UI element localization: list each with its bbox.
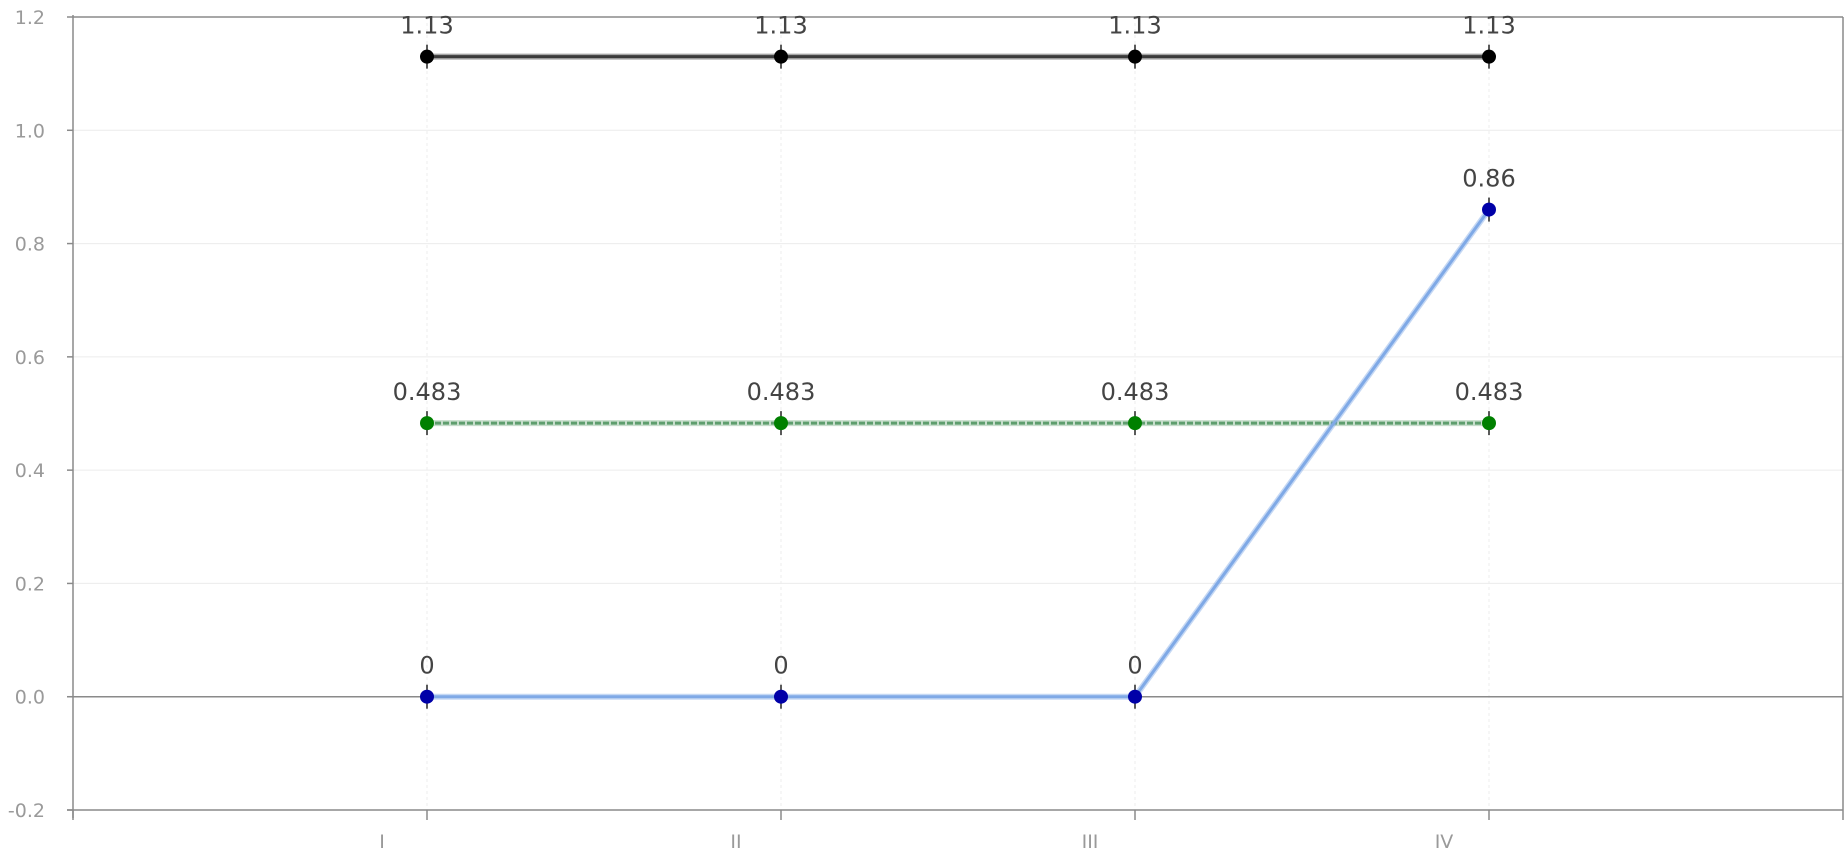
data-point [1482, 416, 1496, 431]
data-label: 0.86 [1462, 165, 1515, 193]
y-tick-label: 1.2 [15, 7, 45, 29]
data-point [1482, 49, 1496, 64]
series-line-glow [427, 207, 1492, 700]
data-point [420, 416, 434, 431]
data-point [1128, 689, 1142, 704]
data-label: 1.13 [1108, 12, 1161, 40]
x-tick-label: III [1082, 831, 1099, 853]
data-point [1128, 416, 1142, 431]
data-point [774, 49, 788, 64]
data-point [774, 416, 788, 431]
grid-layer [73, 16, 1843, 811]
data-point [1128, 49, 1142, 64]
x-tick-label: I [379, 831, 385, 853]
data-point [774, 689, 788, 704]
y-tick-label: 0.6 [15, 347, 45, 369]
data-label: 0 [1127, 652, 1142, 680]
y-tick-label: 0.0 [15, 687, 45, 709]
series-layer [420, 44, 1496, 709]
data-label: 0.483 [1101, 378, 1170, 406]
y-tick-label: 1.0 [15, 120, 45, 142]
data-label: 0.483 [393, 378, 462, 406]
y-tick-label: -0.2 [8, 800, 45, 822]
axis-layer: -0.20.00.20.40.60.81.01.2I II III IV [8, 7, 1844, 853]
data-label: 0.483 [1455, 378, 1524, 406]
series-2 [420, 197, 1496, 709]
x-tick-label: II [730, 831, 741, 853]
data-label: 1.13 [1462, 12, 1515, 40]
y-tick-label: 0.2 [15, 573, 45, 595]
series-line [427, 208, 1491, 699]
data-label: 0 [773, 652, 788, 680]
x-tick-label: IV [1435, 831, 1454, 853]
data-label: 1.13 [400, 12, 453, 40]
data-point [420, 689, 434, 704]
series-1 [420, 411, 1496, 436]
data-label: 0 [419, 652, 434, 680]
data-label: 0.483 [747, 378, 816, 406]
y-tick-label: 0.4 [15, 460, 45, 482]
data-point [420, 49, 434, 64]
data-label: 1.13 [754, 12, 807, 40]
y-tick-label: 0.8 [15, 234, 45, 256]
series-0 [420, 44, 1496, 69]
data-point [1482, 202, 1496, 217]
label-layer: 1.13 1.13 1.13 1.13 0.483 0.483 0.483 0.483 0 0 0 0… [393, 12, 1524, 680]
